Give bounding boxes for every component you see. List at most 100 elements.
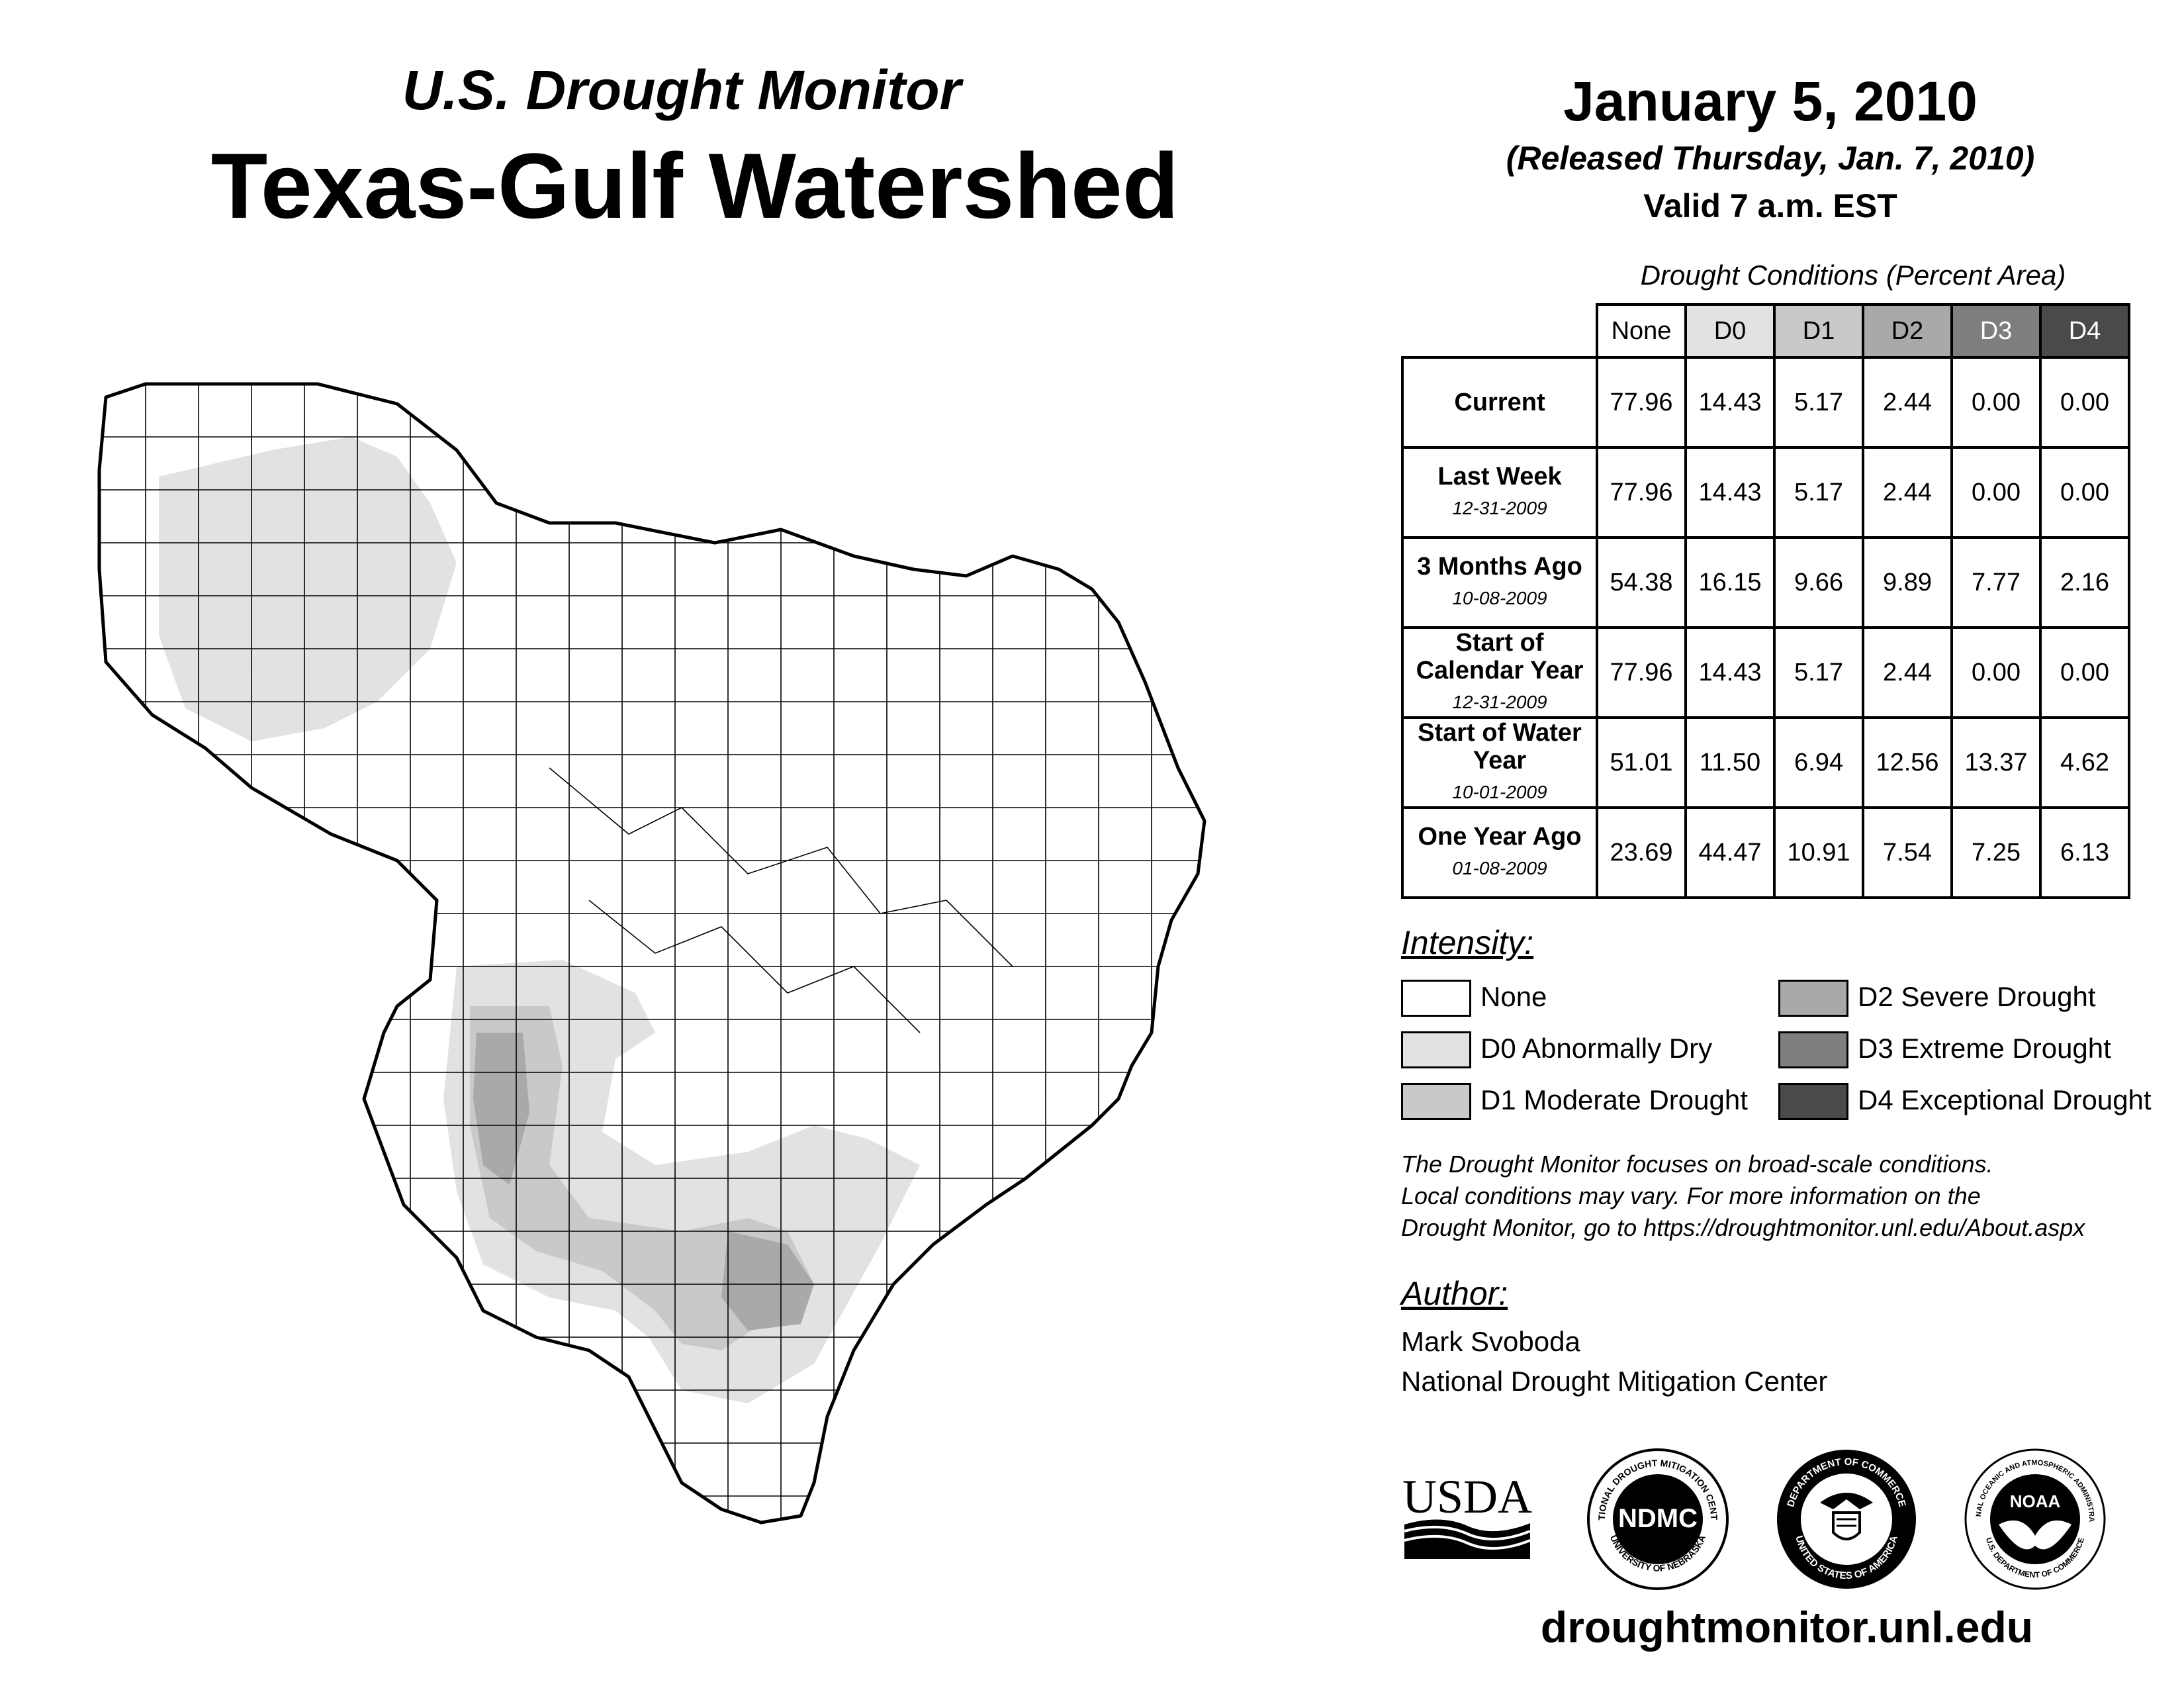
col-header-d4: D4: [2039, 303, 2130, 359]
col-header-d1: D1: [1773, 303, 1864, 359]
legend-label: D1 Moderate Drought: [1480, 1084, 1748, 1115]
valid-time: Valid 7 a.m. EST: [1643, 187, 1897, 224]
cell: 2.44: [1862, 446, 1953, 539]
row-date: 12-31-2009: [1452, 692, 1547, 712]
cell: 51.01: [1596, 716, 1687, 809]
note-line: Local conditions may vary. For more info…: [1401, 1182, 1981, 1209]
row-date: 10-01-2009: [1452, 782, 1547, 802]
cell: 0.00: [1950, 626, 2042, 719]
disclaimer-note: The Drought Monitor focuses on broad-sca…: [1401, 1149, 2162, 1244]
cell: 54.38: [1596, 536, 1687, 629]
noaa-logo: NATIONAL OCEANIC AND ATMOSPHERIC ADMINIS…: [1962, 1446, 2106, 1590]
cell: 14.43: [1684, 446, 1776, 539]
legend-swatch: [1401, 980, 1471, 1017]
cell: 12.56: [1862, 716, 1953, 809]
title-us-drought-monitor: U.S. Drought Monitor: [402, 59, 962, 121]
cell: 5.17: [1773, 626, 1864, 719]
cell: 77.96: [1596, 446, 1687, 539]
author-org: National Drought Mitigation Center: [1401, 1366, 1828, 1397]
row-label: Start of Water Year 10-01-2009: [1401, 716, 1598, 809]
legend-label: D3 Extreme Drought: [1858, 1033, 2111, 1064]
drought-conditions-table: None D0 D1 D2 D3 D4 Current 77.96 14.43 …: [1401, 303, 2130, 899]
cell: 13.37: [1950, 716, 2042, 809]
watershed-map: [97, 382, 1206, 1524]
doc-seal-logo: DEPARTMENT OF COMMERCE UNITED STATES OF …: [1777, 1450, 1916, 1589]
cell: 0.00: [1950, 446, 2042, 539]
cell: 4.62: [2039, 716, 2130, 809]
legend-swatch: [1778, 980, 1848, 1017]
cell: 6.13: [2039, 806, 2130, 899]
legend-label: D4 Exceptional Drought: [1858, 1084, 2152, 1115]
cell: 0.00: [2039, 356, 2130, 449]
cell: 0.00: [2039, 626, 2130, 719]
author-title: Author:: [1401, 1275, 1508, 1312]
legend-swatch: [1401, 1083, 1471, 1120]
eagle-icon: [1820, 1493, 1873, 1509]
cell: 11.50: [1684, 716, 1776, 809]
cell: 9.66: [1773, 536, 1864, 629]
release-date: (Released Thursday, Jan. 7, 2010): [1506, 140, 2035, 177]
cell: 7.25: [1950, 806, 2042, 899]
cell: 44.47: [1684, 806, 1776, 899]
ndmc-logo: NATIONAL DROUGHT MITIGATION CENTER UNIVE…: [1585, 1446, 1729, 1590]
table-row: Current 77.96 14.43 5.17 2.44 0.00 0.00: [1401, 356, 2130, 449]
row-date: 12-31-2009: [1452, 498, 1547, 518]
note-line: Drought Monitor, go to https://droughtmo…: [1401, 1214, 2085, 1241]
row-label: Start of Calendar Year 12-31-2009: [1401, 626, 1598, 719]
cell: 10.91: [1773, 806, 1864, 899]
table-row: Last Week 12-31-2009 77.96 14.43 5.17 2.4…: [1401, 446, 2130, 539]
watershed-boundary: [97, 382, 1206, 1524]
d2-area-south: [473, 1033, 529, 1185]
table-row: Start of Calendar Year 12-31-2009 77.96 1…: [1401, 626, 2130, 719]
noaa-text: NOAA: [2010, 1491, 2061, 1511]
cell: 77.96: [1596, 356, 1687, 449]
website-url[interactable]: droughtmonitor.unl.edu: [1540, 1603, 2034, 1652]
legend-title: Intensity:: [1401, 924, 1534, 961]
table-header-row: None D0 D1 D2 D3 D4: [1402, 303, 2130, 359]
col-header-d0: D0: [1684, 303, 1776, 359]
cell: 5.17: [1773, 446, 1864, 539]
cell: 7.77: [1950, 536, 2042, 629]
legend-label: D0 Abnormally Dry: [1480, 1033, 1713, 1064]
cell: 5.17: [1773, 356, 1864, 449]
cell: 14.43: [1684, 626, 1776, 719]
legend-swatch: [1401, 1031, 1471, 1068]
cell: 7.54: [1862, 806, 1953, 899]
cell: 0.00: [2039, 446, 2130, 539]
legend-swatch: [1778, 1031, 1848, 1068]
legend-label: D2 Severe Drought: [1858, 981, 2096, 1012]
cell: 16.15: [1684, 536, 1776, 629]
cell: 0.00: [1950, 356, 2042, 449]
usda-logo: USDA: [1402, 1470, 1532, 1559]
row-label: 3 Months Ago 10-08-2009: [1401, 536, 1598, 629]
cell: 23.69: [1596, 806, 1687, 899]
col-header-d2: D2: [1862, 303, 1953, 359]
legend-swatch: [1778, 1083, 1848, 1120]
col-header-d3: D3: [1950, 303, 2042, 359]
title-region: Texas-Gulf Watershed: [210, 134, 1179, 238]
ndmc-text: NDMC: [1618, 1504, 1698, 1533]
usda-text: USDA: [1402, 1470, 1532, 1523]
author-name: Mark Svoboda: [1401, 1326, 1580, 1357]
cell: 6.94: [1773, 716, 1864, 809]
row-label: Last Week 12-31-2009: [1401, 446, 1598, 539]
map-date: January 5, 2010: [1563, 70, 1978, 132]
d0-area-panhandle: [159, 437, 457, 741]
col-header-none: None: [1596, 303, 1687, 359]
cell: 2.16: [2039, 536, 2130, 629]
row-label: One Year Ago 01-08-2009: [1401, 806, 1598, 899]
table-corner: [1402, 305, 1598, 359]
table-caption: Drought Conditions (Percent Area): [1640, 259, 2066, 291]
cell: 77.96: [1596, 626, 1687, 719]
cell: 14.43: [1684, 356, 1776, 449]
note-line: The Drought Monitor focuses on broad-sca…: [1401, 1150, 1993, 1178]
table-row: 3 Months Ago 10-08-2009 54.38 16.15 9.66 …: [1401, 536, 2130, 629]
table-row: One Year Ago 01-08-2009 23.69 44.47 10.91…: [1401, 806, 2130, 899]
row-date: 01-08-2009: [1452, 858, 1547, 878]
cell: 9.89: [1862, 536, 1953, 629]
legend-label: None: [1480, 981, 1547, 1012]
table-row: Start of Water Year 10-01-2009 51.01 11.5…: [1401, 716, 2130, 809]
seagull-icon: [1999, 1520, 2071, 1550]
row-label: Current: [1401, 356, 1598, 449]
cell: 2.44: [1862, 356, 1953, 449]
